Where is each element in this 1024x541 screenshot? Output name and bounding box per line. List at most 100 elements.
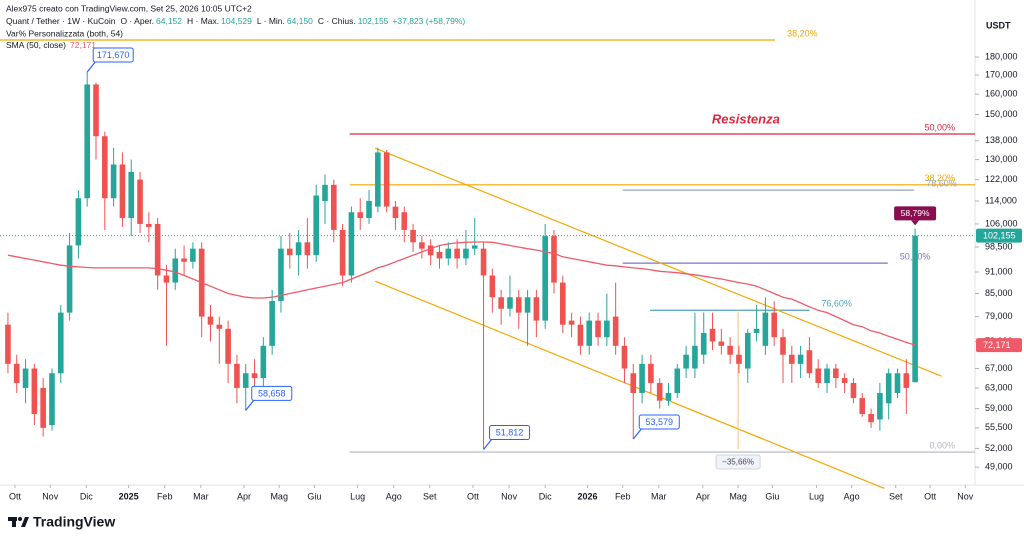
ohlc-value: 64,150 — [287, 16, 313, 26]
overlay: −35,66% 171,670 58,658 51,812 53,579 58,79% 10… — [6, 3, 1022, 470]
y-tick-label: 150,000 — [985, 109, 1018, 119]
x-tick-label: Dic — [80, 491, 93, 501]
candle-body — [304, 242, 311, 256]
callout-pointer — [483, 439, 493, 450]
candle-body — [110, 164, 117, 199]
candle-body — [841, 378, 848, 383]
sma-legend: SMA (50, close) 72,171 — [6, 40, 96, 50]
symbol: Quant / Tether · 1W · KuCoin — [6, 16, 116, 26]
sma-name: SMA (50, close) — [6, 40, 66, 50]
candle-body — [551, 236, 557, 283]
candle-body — [885, 373, 892, 404]
candle-body — [286, 248, 293, 256]
ohlc-key: L · Min. — [257, 16, 285, 26]
candle-body — [789, 354, 795, 364]
candle-body — [780, 337, 786, 355]
candle-body — [815, 368, 822, 383]
candle-body — [348, 212, 355, 276]
candle-body — [771, 312, 777, 338]
channel-line — [374, 147, 942, 377]
candle-body — [242, 373, 249, 388]
level-label: 78,60% — [926, 178, 957, 188]
candle-body — [850, 382, 857, 399]
candle-body — [524, 297, 531, 313]
ohlc-value: 64,152 — [156, 16, 182, 26]
candle-body — [718, 341, 725, 346]
callout-label: 51,812 — [496, 427, 524, 437]
candle-body — [797, 354, 804, 364]
measure-label: −35,66% — [722, 458, 754, 467]
callout-label: 53,579 — [645, 417, 673, 427]
x-tick-label: Ago — [844, 491, 860, 501]
candle-body — [498, 297, 504, 309]
candle-body — [912, 235, 918, 383]
candle-body — [868, 413, 874, 423]
candle-body — [40, 387, 46, 428]
x-tick-label: Ago — [386, 491, 402, 501]
candle-body — [49, 373, 55, 426]
y-tick-label: 49,000 — [985, 462, 1013, 472]
candle-body — [260, 345, 267, 379]
x-tick-label: Apr — [237, 491, 251, 501]
candle-body — [604, 320, 610, 338]
y-tick-label: 114,000 — [985, 195, 1017, 205]
candle-body — [507, 297, 513, 309]
candle-body — [84, 84, 90, 199]
ohlc-key: O · Aper. — [120, 16, 154, 26]
candle-body — [744, 332, 751, 369]
y-tick-label: 63,000 — [985, 382, 1013, 392]
sma-line — [7, 241, 916, 346]
candle-body — [630, 373, 637, 393]
candle-body — [207, 316, 214, 325]
candle-body — [471, 245, 478, 249]
pct-label: 58,79% — [901, 208, 930, 218]
y-tick-label: 85,000 — [985, 288, 1013, 298]
y-tick-label: 67,000 — [985, 363, 1013, 373]
y-tick-label: 98,500 — [985, 241, 1013, 251]
brand-logo — [8, 517, 29, 527]
callout-pointer — [632, 428, 642, 440]
x-tick-label: Set — [889, 491, 903, 501]
candle-body — [595, 320, 601, 338]
logo-part — [18, 517, 22, 521]
candle-body — [128, 171, 135, 219]
level-label: 0,00% — [929, 440, 955, 450]
x-tick-label: Lug — [350, 491, 365, 501]
candle-body — [736, 354, 742, 364]
x-tick-label: Mag — [270, 491, 288, 501]
candle-body — [234, 363, 240, 388]
candle-body — [190, 248, 196, 262]
x-tick-label: Mag — [729, 491, 747, 501]
candle-body — [383, 152, 390, 207]
candle-body — [313, 195, 319, 256]
logo-part — [12, 517, 16, 527]
candle-body — [656, 382, 663, 401]
candle-body — [339, 229, 346, 276]
candle-body — [489, 275, 496, 298]
sma-value: 72,171 — [70, 40, 96, 50]
candle-body — [542, 236, 548, 321]
candle-body — [225, 328, 231, 364]
pct-box — [894, 206, 937, 221]
level-label: 76,60% — [821, 299, 852, 309]
candle-body — [621, 345, 628, 369]
candle-body — [5, 324, 11, 364]
candle-body — [392, 206, 399, 219]
last-price-label: 102,155 — [983, 230, 1016, 240]
candle-body — [278, 248, 284, 302]
candle-body — [533, 297, 540, 321]
candle-body — [727, 345, 733, 355]
sma-tag — [976, 338, 1022, 353]
candle-body — [683, 354, 689, 369]
candle-body — [181, 258, 187, 262]
candle-body — [331, 184, 337, 230]
x-tick-label: 2026 — [577, 491, 597, 501]
candle-body — [251, 373, 258, 379]
ohlc-value: 104,529 — [221, 16, 252, 26]
callout-box — [251, 385, 293, 401]
candle-body — [709, 328, 716, 342]
y-tick-label: 122,000 — [985, 174, 1018, 184]
candle-body — [13, 363, 20, 383]
candle-body — [216, 324, 223, 329]
